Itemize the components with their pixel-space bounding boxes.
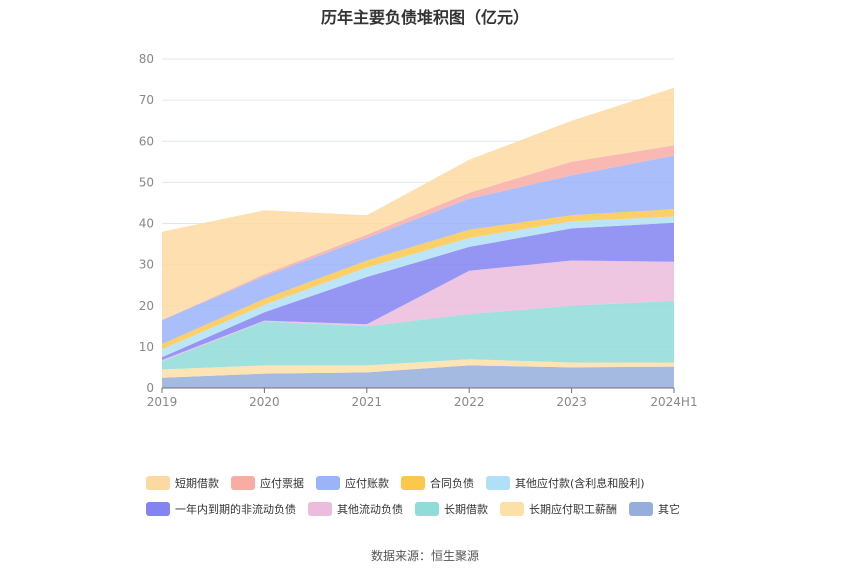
legend-swatch bbox=[629, 502, 653, 516]
area-series bbox=[162, 222, 674, 360]
legend-label: 长期应付职工薪酬 bbox=[529, 503, 617, 516]
x-tick-label: 2022 bbox=[454, 395, 485, 409]
y-tick-label: 30 bbox=[139, 258, 154, 272]
legend-label: 其他流动负债 bbox=[337, 503, 403, 516]
legend-label: 短期借款 bbox=[175, 477, 219, 490]
area-series bbox=[162, 260, 674, 362]
y-tick-label: 80 bbox=[139, 52, 154, 66]
y-tick-label: 60 bbox=[139, 134, 154, 148]
legend-item[interactable]: 其他流动负债 bbox=[308, 501, 403, 517]
legend-label: 应付账款 bbox=[345, 477, 389, 490]
area-series bbox=[162, 300, 674, 370]
legend: 短期借款 应付票据 应付账款 合同负债 其他应付款(含利息和股利) 一年内到期的非流动负… bbox=[146, 470, 786, 522]
x-tick-label: 2020 bbox=[249, 395, 280, 409]
legend-row: 一年内到期的非流动负债 其他流动负债 长期借款 长期应付职工薪酬 其它 bbox=[146, 496, 786, 522]
legend-item[interactable]: 合同负债 bbox=[401, 475, 474, 491]
legend-item[interactable]: 短期借款 bbox=[146, 475, 219, 491]
area-series bbox=[162, 87, 674, 321]
legend-item[interactable]: 其它 bbox=[629, 501, 680, 517]
legend-swatch bbox=[231, 476, 255, 490]
x-tick-label: 2024H1 bbox=[650, 395, 697, 409]
area-series bbox=[162, 155, 674, 344]
legend-item[interactable]: 应付账款 bbox=[316, 475, 389, 491]
x-tick-label: 2021 bbox=[352, 395, 383, 409]
chart-title: 历年主要负债堆积图（亿元） bbox=[320, 8, 529, 27]
y-tick-label: 50 bbox=[139, 175, 154, 189]
legend-swatch bbox=[146, 476, 170, 490]
legend-item[interactable]: 一年内到期的非流动负债 bbox=[146, 501, 296, 517]
area-series bbox=[162, 359, 674, 378]
legend-swatch bbox=[486, 476, 510, 490]
chart-plot: 0 10 20 30 40 50 60 70 80 2019 2020 2021 2022 2023 202… bbox=[139, 52, 698, 409]
source-note: 数据来源：恒生聚源 bbox=[370, 549, 479, 563]
legend-item[interactable]: 其他应付款(含利息和股利) bbox=[486, 475, 645, 491]
legend-item[interactable]: 长期应付职工薪酬 bbox=[500, 501, 617, 517]
y-tick-label: 20 bbox=[139, 299, 154, 313]
legend-swatch bbox=[316, 476, 340, 490]
x-tick-label: 2019 bbox=[147, 395, 178, 409]
legend-label: 其它 bbox=[658, 503, 680, 516]
legend-label: 合同负债 bbox=[430, 477, 474, 490]
y-tick-label: 70 bbox=[139, 93, 154, 107]
x-tick-label: 2023 bbox=[556, 395, 587, 409]
y-tick-label: 40 bbox=[139, 217, 154, 231]
area-series bbox=[162, 365, 674, 388]
y-tick-label: 10 bbox=[139, 340, 154, 354]
legend-label: 应付票据 bbox=[260, 477, 304, 490]
area-series bbox=[162, 145, 674, 321]
legend-swatch bbox=[308, 502, 332, 516]
legend-label: 长期借款 bbox=[444, 503, 488, 516]
legend-item[interactable]: 长期借款 bbox=[415, 501, 488, 517]
legend-swatch bbox=[415, 502, 439, 516]
legend-label: 其他应付款(含利息和股利) bbox=[515, 477, 645, 490]
legend-swatch bbox=[401, 476, 425, 490]
legend-item[interactable]: 应付票据 bbox=[231, 475, 304, 491]
legend-swatch bbox=[146, 502, 170, 516]
legend-label: 一年内到期的非流动负债 bbox=[175, 503, 296, 516]
legend-row: 短期借款 应付票据 应付账款 合同负债 其他应付款(含利息和股利) bbox=[146, 470, 786, 496]
y-tick-label: 0 bbox=[146, 381, 154, 395]
legend-swatch bbox=[500, 502, 524, 516]
